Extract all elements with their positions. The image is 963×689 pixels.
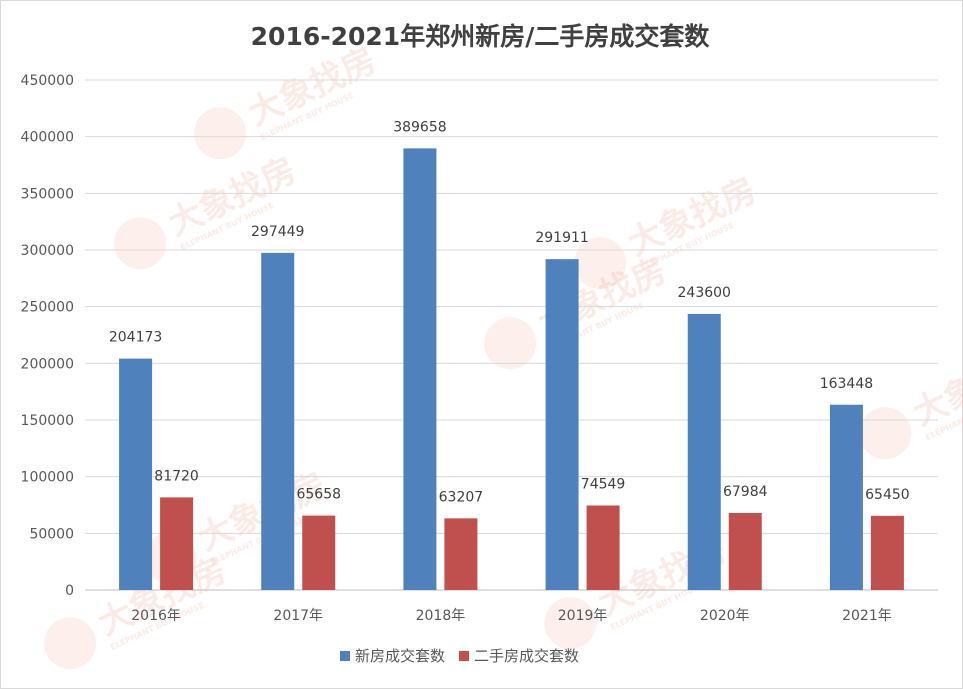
y-tick-label: 450000 (21, 73, 74, 89)
watermark-text: 大象找房 (242, 40, 382, 134)
bar (870, 515, 904, 590)
y-tick-label: 200000 (21, 356, 74, 372)
y-tick-label: 50000 (29, 526, 74, 542)
legend-swatch (340, 651, 350, 661)
legend-swatch (459, 651, 470, 661)
data-label: 291911 (535, 230, 588, 246)
elephant-logo-icon (114, 217, 167, 270)
x-tick-label: 2021年 (842, 608, 892, 624)
bar (302, 515, 336, 590)
data-label: 243600 (678, 285, 731, 301)
x-tick-label: 2019年 (558, 608, 608, 624)
bar (403, 148, 437, 590)
data-label: 63207 (439, 489, 484, 505)
bar (728, 512, 762, 590)
x-tick-label: 2016年 (131, 608, 181, 624)
data-label: 389658 (393, 119, 446, 135)
elephant-logo-icon (44, 617, 97, 670)
x-tick-label: 2018年 (416, 608, 466, 624)
elephant-logo-icon (544, 597, 597, 650)
bar (261, 252, 295, 591)
elephant-logo-icon (484, 317, 537, 370)
bar (545, 259, 579, 590)
data-label: 204173 (109, 330, 162, 346)
bar (160, 497, 194, 590)
y-tick-label: 100000 (21, 470, 74, 486)
data-label: 65450 (865, 487, 910, 503)
elephant-logo-icon (194, 107, 247, 160)
bar (687, 313, 721, 590)
y-tick-label: 0 (65, 583, 74, 599)
y-tick-label: 150000 (21, 413, 74, 429)
data-labels: 204173 81720 297449 65658 389658 63207 291911 7… (109, 119, 910, 505)
chart-title: 2016-2021年郑州新房/二手房成交套数 (251, 22, 711, 51)
y-tick-label: 300000 (21, 243, 74, 259)
y-tick-label: 350000 (21, 186, 74, 202)
data-label: 65658 (296, 487, 341, 503)
x-tick-label: 2017年 (273, 608, 323, 624)
data-label: 74549 (581, 477, 626, 493)
legend-label: 二手房成交套数 (474, 647, 579, 665)
bar (829, 404, 863, 590)
legend: 新房成交套数 二手房成交套数 (340, 647, 579, 665)
legend-label: 新房成交套数 (355, 647, 445, 665)
bar (444, 518, 478, 590)
gridlines (85, 79, 938, 591)
x-axis-ticks: 2016年 2017年 2018年 2019年 2020年 2021年 (131, 608, 891, 624)
data-label: 163448 (820, 376, 873, 392)
bars (119, 148, 904, 591)
data-label: 81720 (154, 468, 199, 484)
data-label: 297449 (251, 224, 304, 240)
bar (119, 358, 153, 590)
y-tick-label: 400000 (21, 130, 74, 146)
y-axis-ticks: 0 50000 100000 150000 200000 250000 300000 3500… (21, 73, 74, 599)
bar (586, 505, 620, 590)
x-tick-label: 2020年 (700, 608, 750, 624)
y-tick-label: 250000 (21, 300, 74, 316)
data-label: 67984 (723, 484, 768, 500)
